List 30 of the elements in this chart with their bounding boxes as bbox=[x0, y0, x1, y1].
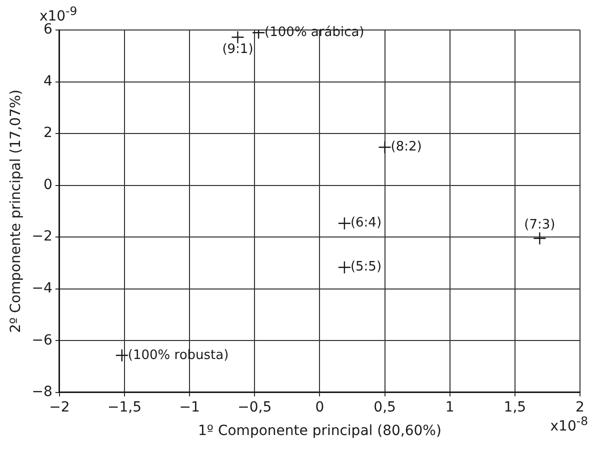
y-axis-title: 2º Componente principal (17,07%) bbox=[8, 89, 24, 333]
x-tick-label: 0 bbox=[315, 399, 324, 416]
point bbox=[338, 260, 352, 274]
point bbox=[338, 216, 352, 230]
x-axis-title: 1º Componente principal (80,60%) bbox=[198, 423, 442, 440]
point bbox=[231, 30, 244, 44]
y-tick-label: −6 bbox=[32, 332, 53, 348]
x-tick-label: −0,5 bbox=[238, 399, 272, 416]
x-tick-label: −1,5 bbox=[108, 399, 142, 416]
y-tick-label: 2 bbox=[44, 125, 52, 142]
x-tick-label: 2 bbox=[576, 399, 584, 416]
point bbox=[378, 140, 392, 154]
y-tick-label: −2 bbox=[32, 228, 52, 245]
point bbox=[533, 232, 546, 245]
point bbox=[115, 348, 129, 362]
y-tick-label: 6 bbox=[44, 22, 53, 38]
annotation: (8:2) bbox=[390, 140, 422, 155]
y-tick-label: −4 bbox=[32, 280, 53, 296]
annotation: (5:5) bbox=[350, 260, 382, 275]
annotation: (6:4) bbox=[350, 216, 382, 231]
y-tick-label: 4 bbox=[44, 73, 53, 90]
y-tick-label: 0 bbox=[44, 176, 52, 193]
x-tick-label: 1,5 bbox=[504, 399, 526, 416]
y-tick-label: −8 bbox=[32, 384, 52, 400]
x-tick-label: 0,5 bbox=[374, 399, 396, 416]
text: x10$^{-8}$ bbox=[550, 414, 588, 436]
annotation: (7:3) bbox=[524, 217, 556, 232]
x-tick-label: −1 bbox=[179, 399, 200, 416]
x-tick-label: 1 bbox=[445, 399, 454, 416]
annotation: (9:1) bbox=[222, 42, 254, 58]
